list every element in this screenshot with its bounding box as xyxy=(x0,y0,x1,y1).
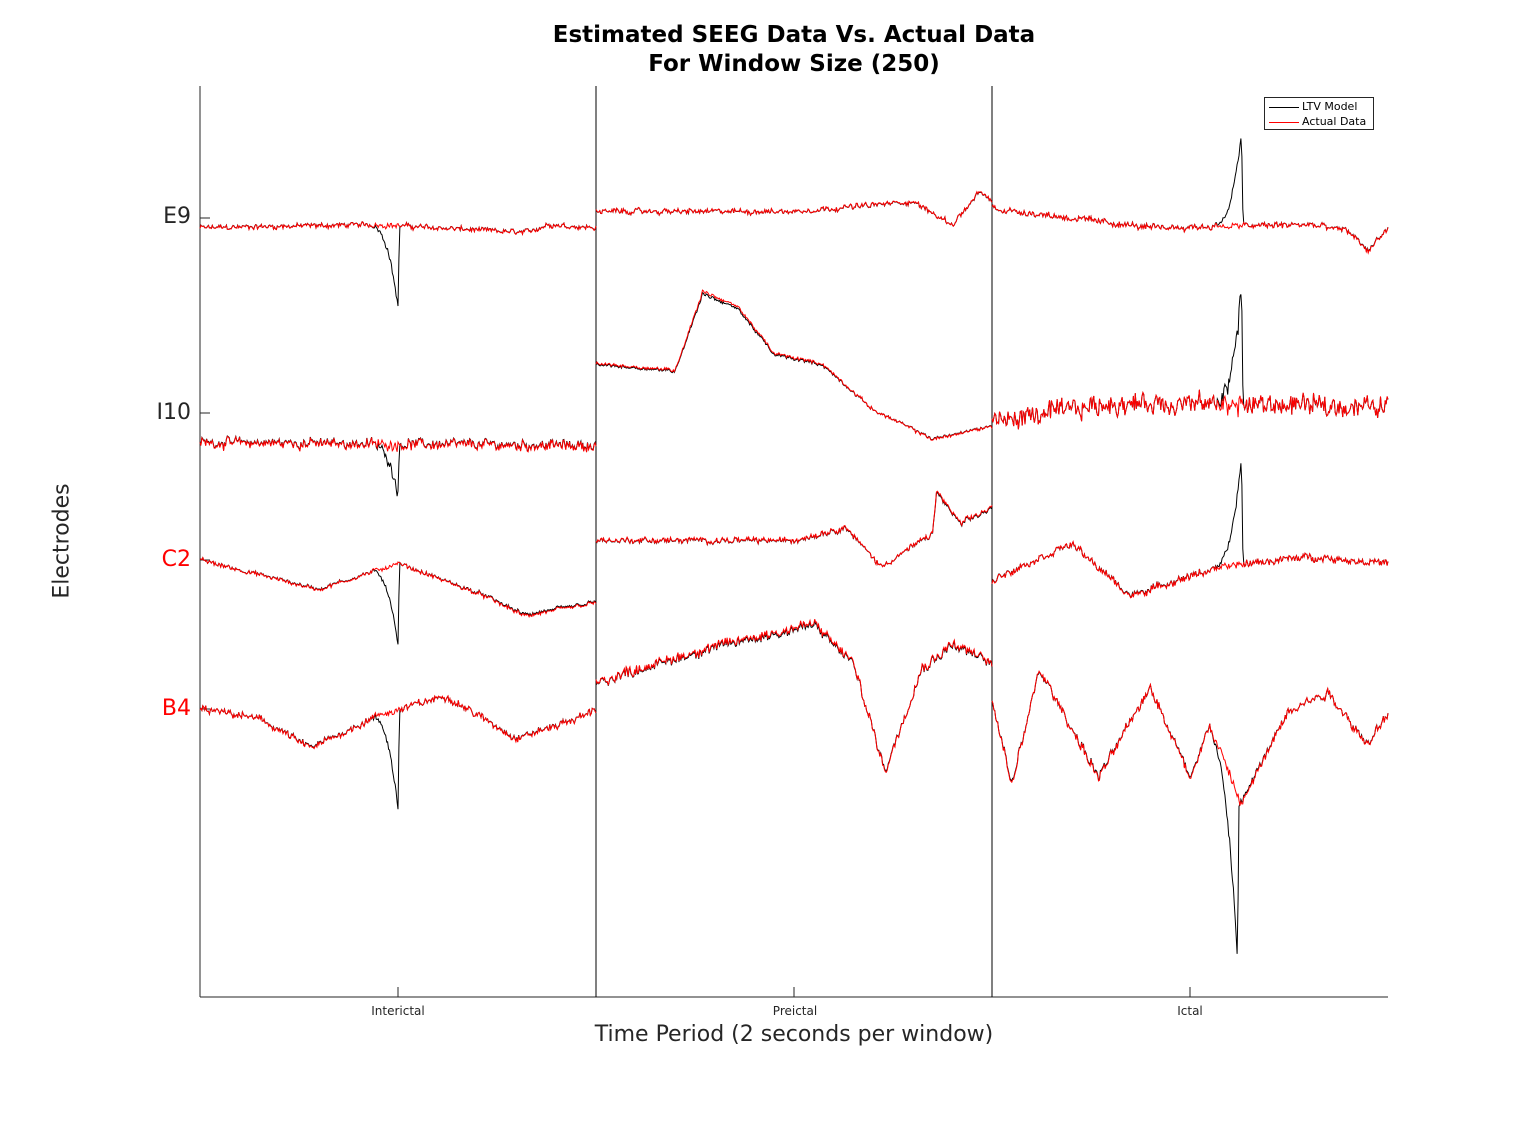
actual-data-trace-preictal-b4 xyxy=(595,618,993,773)
y-axis-label: Electrodes xyxy=(49,483,75,599)
y-tick-label-b4: B4 xyxy=(161,696,191,721)
actual-data-trace-preictal-i10 xyxy=(595,289,993,441)
legend-swatch-ltv-model xyxy=(1269,107,1299,108)
chart-subtitle: For Window Size (250) xyxy=(648,51,940,77)
y-tick-label-e9: E9 xyxy=(163,204,191,229)
trace-layer xyxy=(199,138,1389,954)
y-tick-label-c2: C2 xyxy=(161,547,191,572)
x-tick-label-preictal: Preictal xyxy=(772,1004,818,1018)
actual-data-trace-ictal-b4 xyxy=(991,670,1389,806)
actual-data-trace-ictal-i10 xyxy=(991,389,1389,430)
actual-data-trace-interictal-e9 xyxy=(199,221,597,236)
ltv-model-trace-ictal-e9 xyxy=(991,138,1389,255)
actual-data-trace-interictal-c2 xyxy=(199,556,597,618)
x-tick-label-ictal: Ictal xyxy=(1177,1004,1203,1018)
actual-data-trace-interictal-i10 xyxy=(199,435,597,453)
ltv-model-trace-ictal-b4 xyxy=(991,670,1389,954)
ltv-model-trace-interictal-e9 xyxy=(199,220,597,307)
chart-title: Estimated SEEG Data Vs. Actual Data xyxy=(552,22,1036,48)
actual-data-trace-ictal-c2 xyxy=(991,540,1389,599)
actual-data-trace-interictal-b4 xyxy=(199,694,597,750)
legend-label-ltv-model: LTV Model xyxy=(1302,100,1358,113)
y-tick-label-i10: I10 xyxy=(156,400,191,425)
ltv-model-trace-preictal-e9 xyxy=(595,191,993,227)
ltv-model-trace-interictal-b4 xyxy=(199,694,597,810)
legend-label-actual-data: Actual Data xyxy=(1302,115,1367,128)
actual-data-trace-ictal-e9 xyxy=(991,204,1389,255)
ltv-model-trace-preictal-i10 xyxy=(595,291,993,441)
actual-data-trace-preictal-e9 xyxy=(595,190,993,227)
legend-swatch-actual-data xyxy=(1269,122,1299,123)
x-tick-label-interictal: Interictal xyxy=(371,1004,425,1018)
ltv-model-trace-preictal-b4 xyxy=(595,620,993,772)
legend: LTV Model Actual Data xyxy=(1264,97,1374,130)
x-axis-label: Time Period (2 seconds per window) xyxy=(594,1022,994,1047)
actual-data-trace-preictal-c2 xyxy=(595,490,993,568)
ltv-model-trace-interictal-c2 xyxy=(199,556,597,645)
